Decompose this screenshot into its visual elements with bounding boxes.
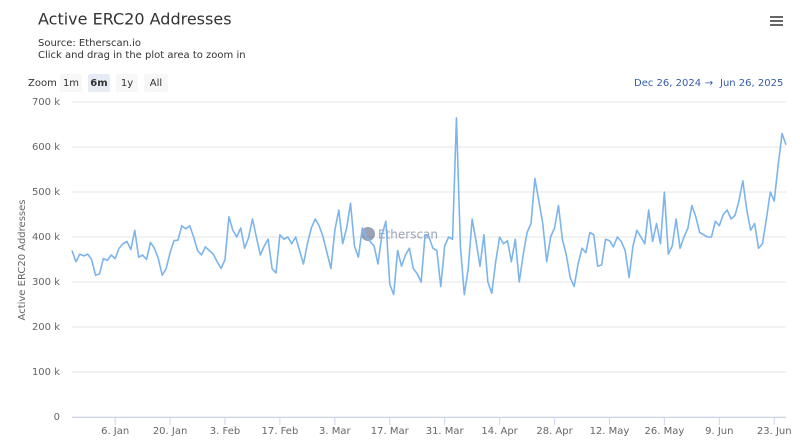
zoom-button-label: 6m — [90, 78, 107, 89]
x-tick-label: 31. Mar — [426, 426, 465, 437]
zoom-button[interactable]: 1m — [60, 74, 82, 92]
zoom-button-bg — [60, 74, 82, 92]
zoom-button[interactable]: All — [144, 74, 168, 92]
menu-bar — [770, 20, 783, 22]
chart-title: Active ERC20 Addresses — [38, 10, 232, 29]
y-tick-label: 500 k — [32, 187, 60, 198]
x-tick-label: 17. Mar — [371, 426, 410, 437]
y-axis-title: Active ERC20 Addresses — [17, 200, 28, 321]
subtitle: Click and drag in the plot area to zoom … — [38, 50, 246, 61]
y-tick-label: 100 k — [32, 367, 60, 378]
zoom-button[interactable]: 6m — [88, 74, 110, 92]
menu-icon[interactable] — [770, 16, 783, 26]
zoom-button-label: 1y — [121, 78, 133, 89]
x-tick-label: 9. Jun — [705, 426, 733, 437]
x-tick-label: 26. May — [645, 426, 685, 437]
x-tick-label: 3. Mar — [319, 426, 351, 437]
menu-bar — [770, 16, 783, 18]
menu-bar — [770, 24, 783, 26]
range-separator: → — [705, 78, 713, 89]
watermark: Etherscan — [361, 227, 438, 242]
subtitle: Source: Etherscan.io — [38, 38, 141, 49]
x-tick-label: 17. Feb — [262, 426, 299, 437]
zoom-button[interactable]: 1y — [116, 74, 138, 92]
y-tick-label: 400 k — [32, 232, 60, 243]
range-to[interactable]: Jun 26, 2025 — [719, 78, 783, 89]
zoom-button-bg — [116, 74, 138, 92]
y-tick-label: 300 k — [32, 277, 60, 288]
zoom-button-bg — [88, 74, 110, 92]
x-tick-label: 14. Apr — [481, 426, 518, 437]
x-tick-label: 20. Jan — [153, 426, 188, 437]
y-tick-label: 0 — [54, 412, 60, 423]
zoom-button-bg — [144, 74, 168, 92]
y-tick-label: 700 k — [32, 97, 60, 108]
data-line — [71, 116, 787, 296]
zoom-label: Zoom — [28, 78, 57, 89]
x-tick-label: 28. Apr — [536, 426, 573, 437]
watermark-logo — [361, 227, 375, 241]
watermark-text: Etherscan — [378, 228, 438, 242]
y-tick-label: 600 k — [32, 142, 60, 153]
zoom-button-label: 1m — [63, 78, 79, 89]
x-tick-label: 6. Jan — [101, 426, 129, 437]
y-tick-label: 200 k — [32, 322, 60, 333]
x-tick-label: 12. May — [590, 426, 630, 437]
x-tick-label: 3. Feb — [210, 426, 240, 437]
x-tick-label: 23. Jun — [757, 426, 792, 437]
range-from[interactable]: Dec 26, 2024 — [634, 78, 701, 89]
zoom-button-label: All — [150, 78, 162, 89]
